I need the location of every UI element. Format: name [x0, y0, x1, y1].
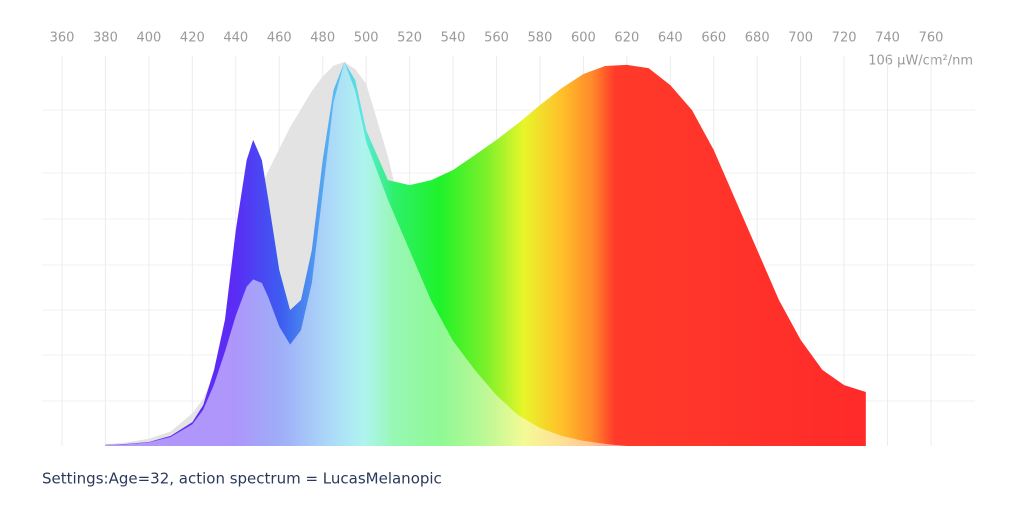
x-tick-label: 600	[571, 31, 596, 46]
x-tick-label: 400	[136, 31, 161, 46]
x-tick-label: 760	[919, 31, 944, 46]
x-tick-label: 580	[528, 31, 553, 46]
x-tick-label: 380	[93, 31, 118, 46]
x-tick-label: 440	[223, 31, 248, 46]
caption: Settings:Age=32, action spectrum = Lucas…	[42, 470, 442, 488]
x-tick-label: 720	[832, 31, 857, 46]
x-tick-label: 700	[788, 31, 813, 46]
x-tick-label: 500	[354, 31, 379, 46]
x-tick-label: 460	[267, 31, 292, 46]
x-tick-label: 540	[441, 31, 466, 46]
x-tick-label: 480	[310, 31, 335, 46]
x-tick-label: 520	[397, 31, 422, 46]
x-tick-label: 680	[745, 31, 770, 46]
x-tick-label: 740	[875, 31, 900, 46]
x-tick-label: 420	[180, 31, 205, 46]
x-tick-label: 620	[614, 31, 639, 46]
x-tick-label: 640	[658, 31, 683, 46]
x-tick-label: 660	[701, 31, 726, 46]
x-tick-label: 560	[484, 31, 509, 46]
y-unit-label: 106 µW/cm²/nm	[868, 54, 973, 69]
x-tick-label: 360	[50, 31, 75, 46]
weighted-area-veil	[105, 62, 866, 446]
